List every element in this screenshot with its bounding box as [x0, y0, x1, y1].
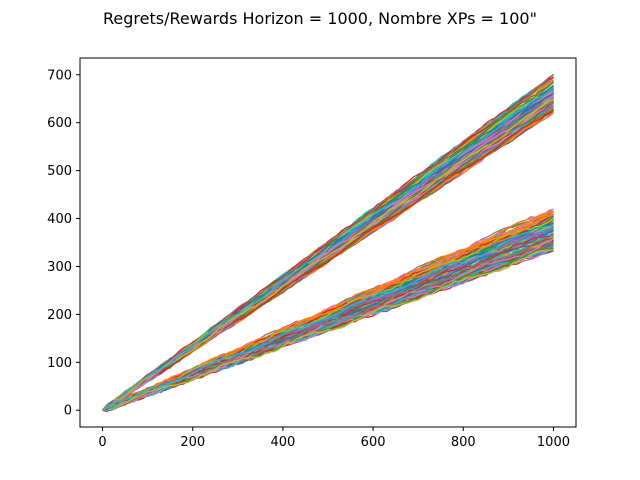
series-line-group1-83	[102, 73, 554, 411]
series-line-group1-98	[102, 98, 554, 411]
chart-title: Regrets/Rewards Horizon = 1000, Nombre X…	[103, 9, 537, 28]
y-tick-label: 400	[47, 212, 72, 227]
y-tick-label: 100	[47, 356, 72, 371]
series-line-group1-96	[102, 95, 554, 411]
axes-frame	[79, 57, 577, 428]
x-tick-label: 200	[180, 435, 205, 450]
series-line-group2-89	[102, 244, 554, 411]
y-tick-label: 200	[47, 308, 72, 323]
x-tick-label: 600	[361, 435, 386, 450]
x-tick-label: 800	[451, 435, 476, 450]
y-axis-ticks: 0 100 200 300 400 500 600 700	[47, 68, 80, 419]
plot-lines	[102, 73, 554, 413]
series-line-group1-93	[102, 110, 554, 411]
y-tick-label: 300	[47, 260, 72, 275]
series-line-group2-91	[102, 214, 554, 411]
y-tick-label: 600	[47, 116, 72, 131]
series-line-group1-97	[102, 74, 554, 411]
series-line-group1-99	[102, 89, 554, 411]
x-tick-label: 400	[270, 435, 295, 450]
y-tick-label: 500	[47, 164, 72, 179]
y-tick-label: 0	[64, 404, 72, 419]
series-line-group2-98	[102, 249, 554, 411]
series-line-group2-99	[102, 225, 554, 411]
series-line-group1-92	[102, 108, 554, 411]
x-tick-label: 1000	[537, 435, 570, 450]
y-tick-label: 700	[47, 68, 72, 83]
series-line-group2-97	[102, 234, 554, 411]
x-tick-label: 0	[98, 435, 106, 450]
x-axis-ticks: 0 200 400 600 800 1000	[98, 427, 570, 450]
